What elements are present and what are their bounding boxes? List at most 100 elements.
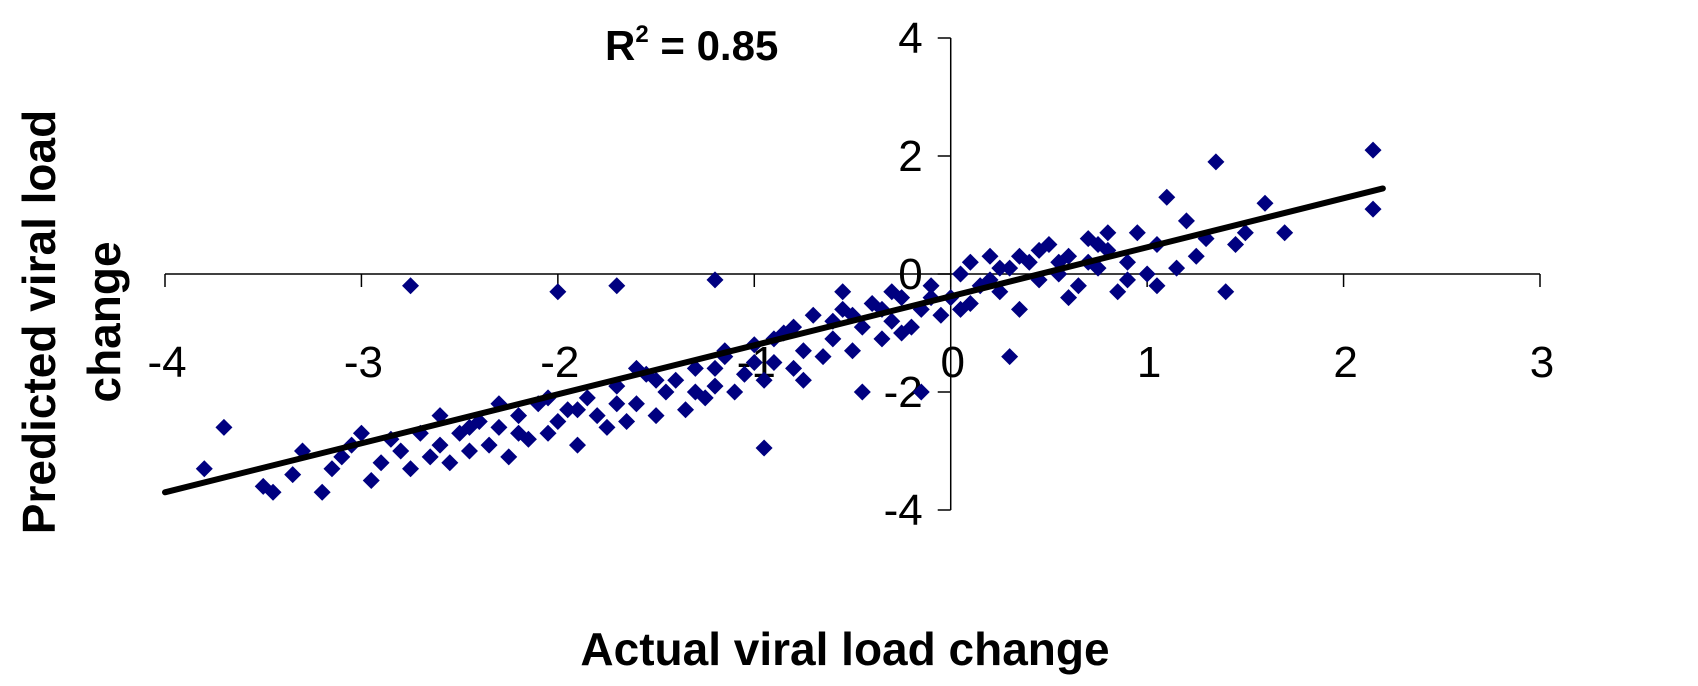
data-point xyxy=(1099,224,1117,242)
x-tick-label: -3 xyxy=(344,338,383,387)
data-point xyxy=(500,448,518,466)
data-point xyxy=(460,418,478,436)
data-point xyxy=(421,448,439,466)
data-point xyxy=(402,460,420,478)
data-point xyxy=(1119,253,1136,271)
data-point xyxy=(1010,300,1028,318)
data-point xyxy=(1168,259,1186,277)
data-point xyxy=(441,454,459,472)
x-axis-title: Actual viral load change xyxy=(580,623,1109,675)
data-point xyxy=(647,407,665,425)
data-point xyxy=(952,300,970,318)
data-point xyxy=(785,359,803,377)
data-point xyxy=(333,448,351,466)
data-point xyxy=(627,395,645,413)
data-point xyxy=(834,283,852,301)
data-point xyxy=(1001,348,1019,366)
data-point xyxy=(608,277,626,295)
data-point xyxy=(912,383,930,401)
data-point xyxy=(313,483,331,501)
data-point xyxy=(598,418,616,436)
data-point xyxy=(1060,289,1078,307)
data-point xyxy=(362,472,380,489)
data-point xyxy=(510,424,528,442)
data-point xyxy=(559,401,577,419)
data-point xyxy=(1207,153,1225,171)
data-point xyxy=(578,389,596,407)
plot-area: -4-3-2-10123420-2-4 xyxy=(147,14,1554,535)
data-point xyxy=(284,466,302,484)
data-point xyxy=(1276,224,1294,242)
data-point xyxy=(706,377,724,395)
data-point xyxy=(657,383,675,401)
data-point xyxy=(755,439,773,457)
data-point xyxy=(323,460,341,478)
data-point xyxy=(677,401,695,419)
data-point xyxy=(873,330,891,348)
data-point xyxy=(431,436,449,454)
data-point xyxy=(372,454,390,472)
data-point xyxy=(932,306,950,324)
data-point xyxy=(735,365,753,383)
data-point xyxy=(893,324,911,342)
data-point xyxy=(961,253,979,271)
data-point xyxy=(1177,212,1195,230)
data-point xyxy=(952,265,970,283)
data-point xyxy=(883,312,901,330)
y-axis-title: Predicted viral load change xyxy=(13,110,130,534)
data-point xyxy=(352,424,370,442)
x-tick-label: 0 xyxy=(940,338,964,387)
data-point xyxy=(686,383,704,401)
data-point xyxy=(588,407,606,425)
r-squared-annotation: R2 = 0.85 xyxy=(605,21,778,69)
y-axis-title-line-2: change xyxy=(78,241,130,402)
data-point xyxy=(460,442,478,460)
data-point xyxy=(883,283,901,301)
x-tick-label: 3 xyxy=(1530,338,1554,387)
data-point xyxy=(618,413,636,430)
data-point xyxy=(215,418,233,436)
data-point xyxy=(1119,271,1136,289)
data-point xyxy=(991,259,1009,277)
data-point xyxy=(1089,236,1107,253)
y-tick-label: 2 xyxy=(898,132,922,181)
x-tick-label: -2 xyxy=(540,338,579,387)
x-tick-label: -4 xyxy=(147,338,186,387)
data-point xyxy=(824,330,842,348)
data-point xyxy=(510,407,528,425)
data-point xyxy=(1158,188,1176,206)
data-point xyxy=(1138,265,1156,283)
data-point xyxy=(264,483,282,501)
data-point xyxy=(1227,236,1245,253)
data-point xyxy=(853,383,871,401)
data-point xyxy=(1030,241,1048,259)
data-point xyxy=(794,342,812,360)
data-point xyxy=(402,277,420,295)
x-tick-label: 2 xyxy=(1333,338,1357,387)
data-point xyxy=(647,371,665,389)
data-point xyxy=(706,271,724,289)
data-point xyxy=(1001,259,1019,277)
data-point xyxy=(922,277,940,295)
data-point xyxy=(804,306,822,324)
x-tick-label: 1 xyxy=(1137,338,1161,387)
data-point xyxy=(1364,141,1382,159)
data-point xyxy=(569,436,586,454)
y-tick-label: 4 xyxy=(898,14,922,63)
data-point xyxy=(981,247,999,265)
data-point xyxy=(726,383,744,401)
data-point xyxy=(1128,224,1146,242)
data-point xyxy=(745,354,763,371)
data-point xyxy=(765,354,783,371)
data-point xyxy=(1256,194,1274,212)
data-point xyxy=(539,424,557,442)
data-point xyxy=(608,395,626,413)
data-point xyxy=(392,442,410,460)
data-point xyxy=(686,359,704,377)
data-point xyxy=(667,371,685,389)
y-axis-title-line-1: Predicted viral load xyxy=(13,110,65,534)
data-point xyxy=(480,436,498,454)
data-point xyxy=(706,359,724,377)
data-point xyxy=(1109,283,1127,301)
